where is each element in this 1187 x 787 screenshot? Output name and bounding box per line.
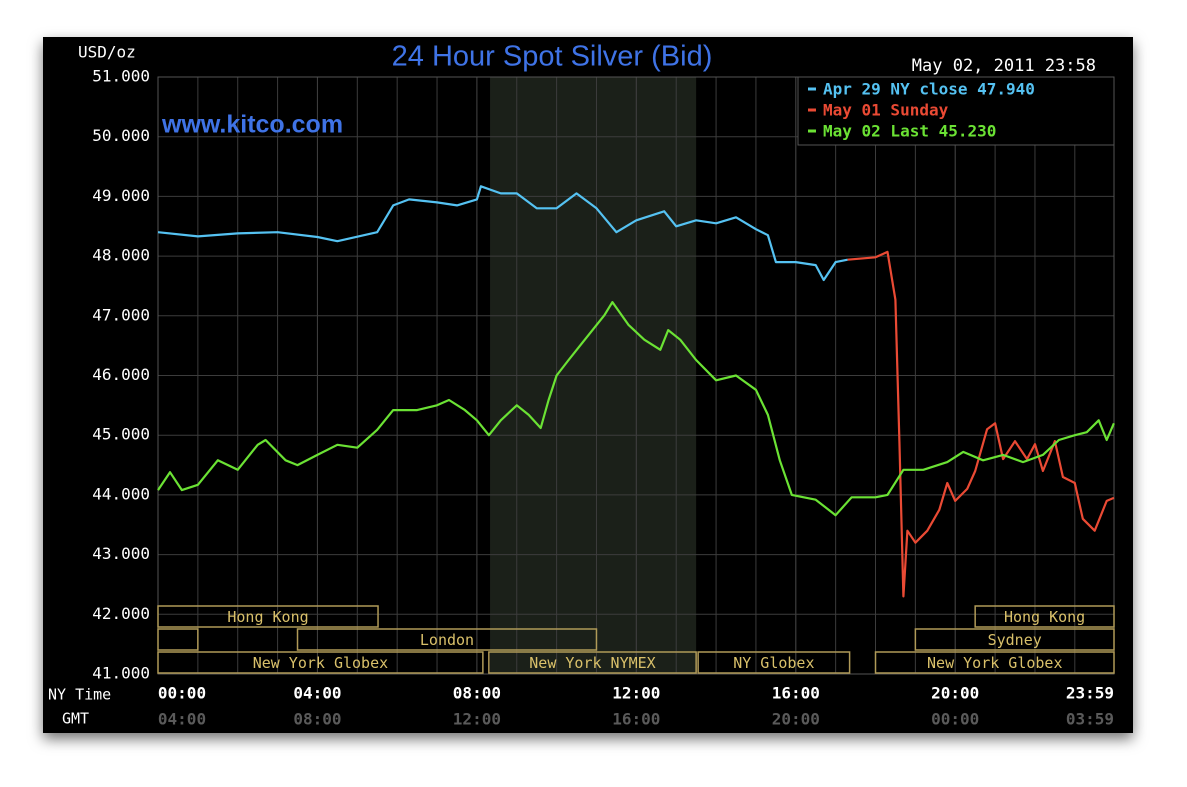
x2-axis-label: GMT	[62, 710, 89, 728]
y-tick-label: 42.000	[92, 604, 150, 623]
x2-tick-label: 08:00	[293, 710, 341, 729]
x-tick-label: 00:00	[158, 684, 206, 703]
legend-box	[797, 76, 1115, 146]
legend-label: Apr 29 NY close 47.940	[823, 80, 1035, 99]
x2-tick-label: 03:59	[1066, 710, 1114, 729]
y-tick-label: 51.000	[92, 67, 150, 86]
x2-tick-label: 16:00	[612, 710, 660, 729]
y-tick-label: 50.000	[92, 126, 150, 145]
y-tick-label: 47.000	[92, 305, 150, 324]
series-line	[847, 250, 1115, 598]
plot-border	[157, 76, 1115, 675]
y-tick-label: 45.000	[92, 425, 150, 444]
session-label: New York Globex	[927, 654, 1062, 672]
series-line	[157, 301, 1115, 517]
y-tick-label: 46.000	[92, 365, 150, 384]
x-axis-label: NY Time	[48, 686, 111, 704]
session-box	[974, 605, 1115, 628]
y-tick-label: 41.000	[92, 664, 150, 683]
x-tick-label: 16:00	[772, 684, 820, 703]
session-box	[157, 651, 484, 674]
session-label: New York Globex	[253, 654, 388, 672]
session-label: Hong Kong	[227, 608, 308, 626]
session-label: Sydney	[988, 631, 1042, 649]
watermark: www.kitco.com	[161, 111, 343, 139]
chart-title: 24 Hour Spot Silver (Bid)	[392, 41, 713, 73]
session-box	[874, 651, 1115, 674]
session-box	[157, 628, 199, 651]
legend: Apr 29 NY close 47.940 May 01 Sunday May 0…	[797, 76, 1115, 146]
series-line	[157, 185, 848, 282]
x-tick-label: 23:59	[1066, 684, 1114, 703]
session-box	[296, 628, 598, 651]
session-label: London	[420, 631, 474, 649]
x2-tick-label: 12:00	[453, 710, 501, 729]
x2-tick-label: 04:00	[158, 710, 206, 729]
timestamp: May 02, 2011 23:58	[912, 56, 1096, 76]
session-box	[157, 605, 379, 628]
y-tick-label: 44.000	[92, 484, 150, 503]
x-tick-label: 04:00	[293, 684, 341, 703]
session-box	[488, 651, 697, 674]
y-axis-label: USD/oz	[78, 43, 136, 62]
y-tick-label: 49.000	[92, 186, 150, 205]
x-tick-label: 20:00	[931, 684, 979, 703]
x2-tick-label: 00:00	[931, 710, 979, 729]
legend-label: May 01 Sunday	[823, 101, 949, 120]
x2-tick-label: 20:00	[772, 710, 820, 729]
legend-label: May 02 Last 45.230	[823, 122, 996, 141]
y-tick-label: 43.000	[92, 544, 150, 563]
x-tick-label: 12:00	[612, 684, 660, 703]
session-label: Hong Kong	[1004, 608, 1085, 626]
session-label: New York NYMEX	[529, 654, 655, 672]
session-box	[914, 628, 1115, 651]
y-tick-label: 48.000	[92, 246, 150, 265]
x-tick-label: 08:00	[453, 684, 501, 703]
session-label: NY Globex	[733, 654, 814, 672]
session-box	[697, 651, 851, 674]
